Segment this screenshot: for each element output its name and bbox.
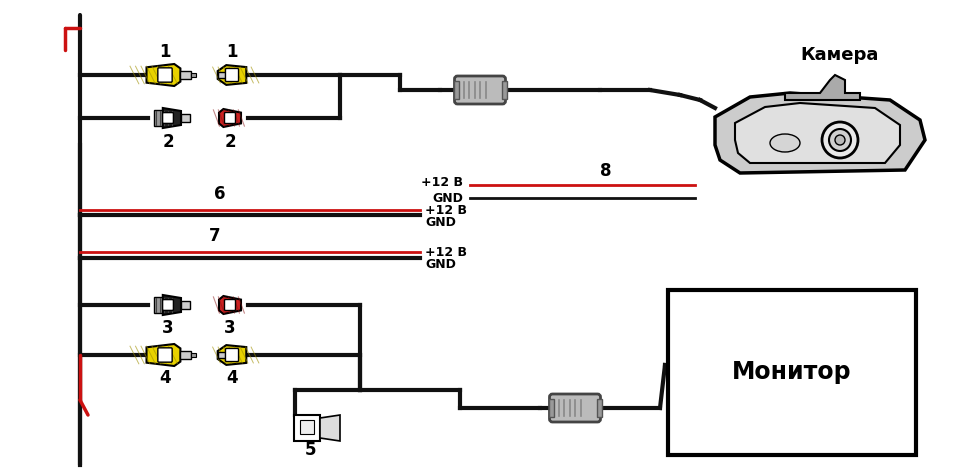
Text: GND: GND xyxy=(425,216,456,228)
Text: 7: 7 xyxy=(209,227,221,245)
Polygon shape xyxy=(715,93,925,173)
Text: Камера: Камера xyxy=(801,46,879,64)
Polygon shape xyxy=(163,295,181,315)
FancyBboxPatch shape xyxy=(225,112,235,124)
Polygon shape xyxy=(735,103,900,163)
Polygon shape xyxy=(785,75,860,100)
Bar xyxy=(548,399,554,417)
Text: Монитор: Монитор xyxy=(732,360,852,384)
Text: 3: 3 xyxy=(225,319,236,337)
Bar xyxy=(453,81,459,99)
Text: GND: GND xyxy=(432,192,463,204)
Bar xyxy=(596,399,602,417)
Text: 2: 2 xyxy=(225,133,236,151)
Text: 3: 3 xyxy=(162,319,174,337)
Bar xyxy=(501,81,507,99)
FancyBboxPatch shape xyxy=(157,68,172,82)
Polygon shape xyxy=(218,65,247,85)
Bar xyxy=(294,415,320,441)
Text: 6: 6 xyxy=(214,185,226,203)
Bar xyxy=(181,114,190,122)
Text: 4: 4 xyxy=(159,369,171,387)
Ellipse shape xyxy=(770,134,800,152)
Text: +12 В: +12 В xyxy=(421,177,463,189)
Bar xyxy=(154,297,163,313)
FancyBboxPatch shape xyxy=(454,76,506,104)
Text: 4: 4 xyxy=(227,369,238,387)
Bar xyxy=(191,353,196,357)
Bar xyxy=(191,73,196,77)
FancyBboxPatch shape xyxy=(162,113,174,123)
Polygon shape xyxy=(219,296,241,314)
Bar xyxy=(218,72,228,78)
Polygon shape xyxy=(320,415,340,441)
Text: +12 В: +12 В xyxy=(425,245,467,259)
Bar xyxy=(180,351,191,359)
Bar xyxy=(668,290,916,455)
FancyBboxPatch shape xyxy=(549,394,601,422)
FancyBboxPatch shape xyxy=(225,300,235,311)
Text: 1: 1 xyxy=(159,43,171,61)
Text: GND: GND xyxy=(425,258,456,270)
Text: +12 В: +12 В xyxy=(425,203,467,217)
FancyBboxPatch shape xyxy=(226,348,238,362)
Bar xyxy=(181,302,190,309)
Polygon shape xyxy=(163,108,181,128)
Bar xyxy=(154,110,163,126)
Circle shape xyxy=(835,135,845,145)
Bar xyxy=(180,71,191,79)
Bar xyxy=(218,352,228,358)
FancyBboxPatch shape xyxy=(157,348,172,362)
FancyBboxPatch shape xyxy=(226,68,238,82)
Polygon shape xyxy=(147,344,180,366)
Text: 1: 1 xyxy=(227,43,238,61)
Circle shape xyxy=(822,122,858,158)
Text: 8: 8 xyxy=(600,162,612,180)
Text: 2: 2 xyxy=(162,133,174,151)
Polygon shape xyxy=(147,64,180,86)
Text: 5: 5 xyxy=(304,441,316,459)
Polygon shape xyxy=(219,109,241,127)
Circle shape xyxy=(829,129,851,151)
Polygon shape xyxy=(218,345,247,365)
FancyBboxPatch shape xyxy=(162,300,174,311)
Bar xyxy=(300,420,314,434)
